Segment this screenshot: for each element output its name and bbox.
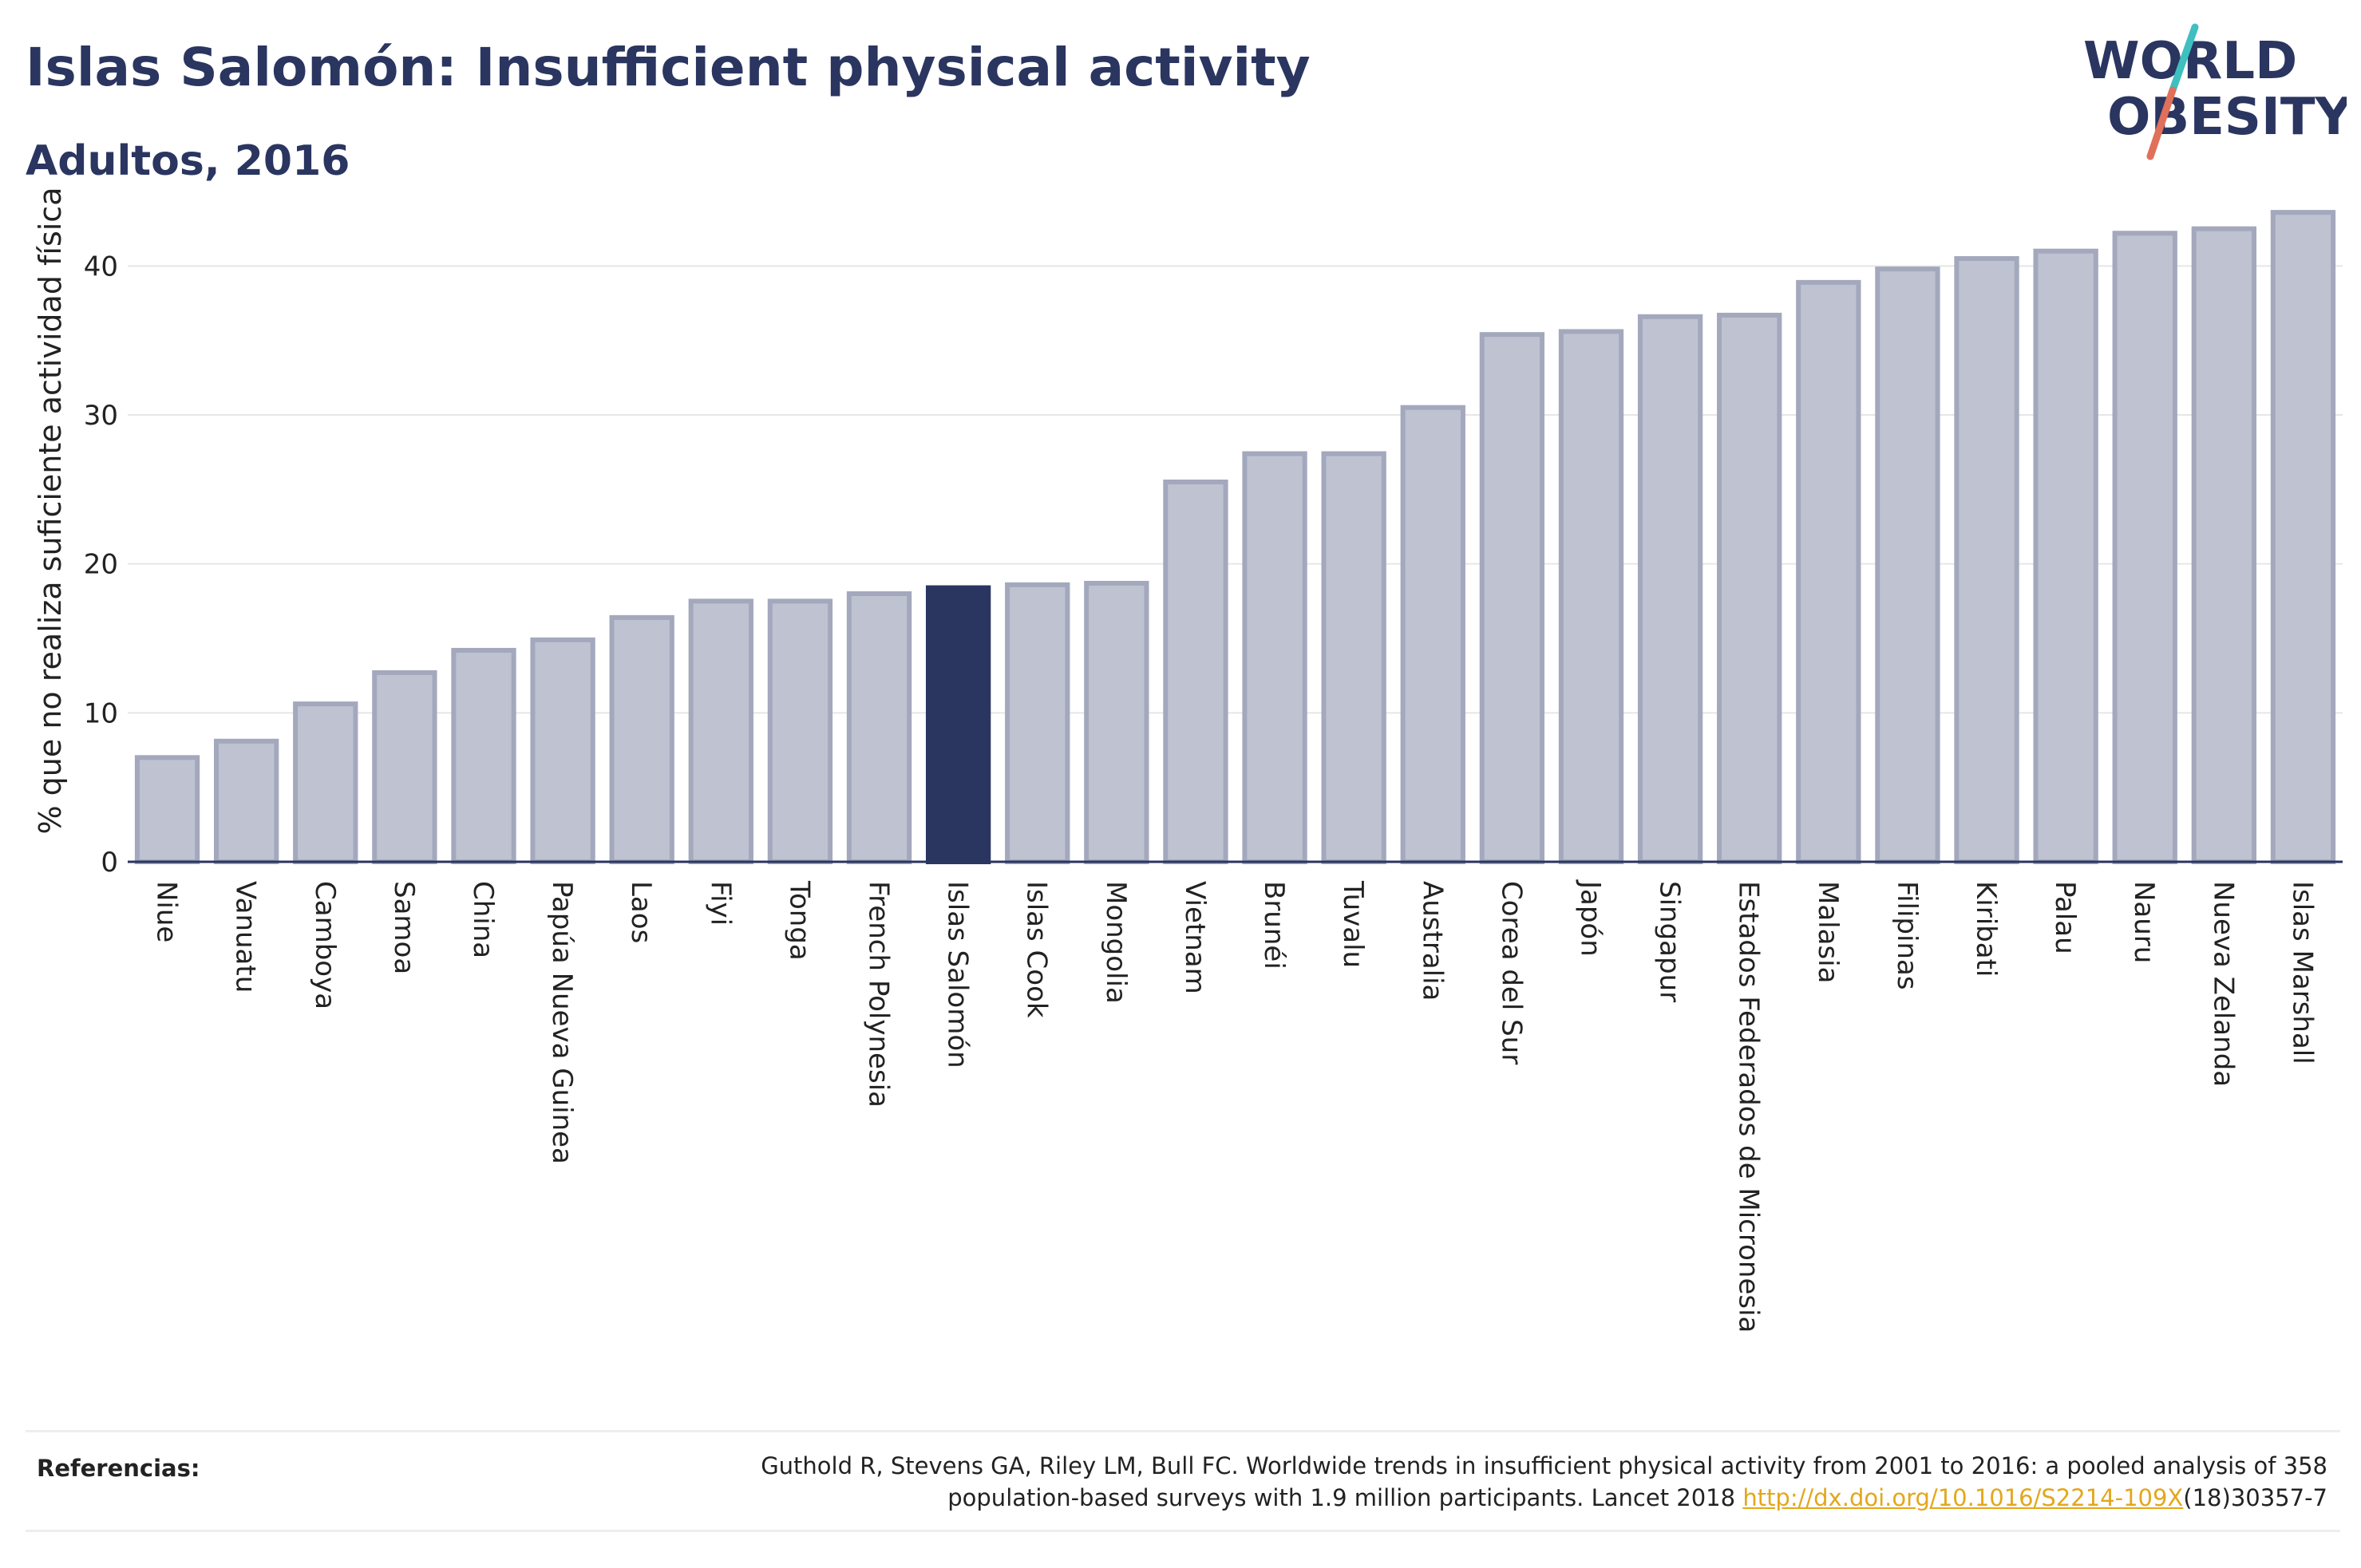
bar-samoa [372,669,437,865]
bar-filipinas [1875,267,1940,865]
y-tick-label: 40 [84,251,118,282]
bar-papua-nueva-guinea [530,637,595,864]
x-tick-label: Palau [2049,881,2081,954]
x-tick-label: Tuvalu [1337,880,1369,968]
references-label: Referencias: [37,1455,200,1482]
y-axis-title: % que no realiza suficiente actividad fí… [33,188,68,835]
logo-obesity-text: OBESITY [2107,88,2347,147]
bar-tonga [767,598,833,864]
x-tick-label: Papúa Nueva Guinea [546,881,578,1164]
x-tick-label: Samoa [388,881,420,974]
references-text: Guthold R, Stevens GA, Riley LM, Bull FC… [492,1450,2327,1514]
bar-niue [134,755,200,864]
logo-slash-bottom [2146,86,2177,160]
bar-islas-salomon [925,585,991,864]
bar-camboya [293,701,358,865]
x-tick-label: Mongolia [1100,881,1132,1004]
x-tick-label: French Polynesia [863,881,895,1108]
bar-laos [609,614,674,864]
bar-nueva-zelanda [2191,226,2256,864]
chart-subtitle: Adultos, 2016 [26,137,350,185]
bar-kiribati [1954,256,2019,864]
x-tick-label: Islas Salomón [942,881,974,1068]
bar-japon [1558,329,1624,864]
x-tick-label: Filipinas [1891,881,1923,990]
x-tick-label: Kiribati [1970,881,2002,977]
x-tick-label: Niue [151,881,183,942]
y-tick-label: 10 [84,697,118,729]
x-tick-label: Islas Cook [1021,881,1053,1018]
x-tick-label: Fiyi [704,881,736,926]
x-tick-label: Nauru [2128,881,2160,963]
bar-singapur [1637,314,1703,864]
bar-china [451,647,516,865]
bar-chart: 0 10 20 30 40 Niue Vanuatu Camboya Samoa China Pap… [33,188,2343,1333]
logo-slash-top [2169,23,2199,94]
bar-tuvalu [1321,451,1386,864]
world-obesity-logo: WORLD OBESITY [2083,23,2347,160]
x-tick-label: Nueva Zelanda [2207,881,2239,1087]
bar-corea-del-sur [1479,332,1545,864]
x-tick-label: Malasia [1812,881,1844,983]
x-tick-label: China [467,881,499,958]
y-tick-label: 0 [101,847,118,879]
x-tick-label: Vietnam [1179,881,1211,994]
reference-line-2-prefix: population-based surveys with 1.9 millio… [947,1484,1743,1511]
bar-french-polynesia [846,591,912,864]
bar-malasia [1796,279,1861,865]
x-tick-label: Australia [1416,881,1448,1001]
x-tick-label: Camboya [309,881,341,1009]
bar-brunei [1242,451,1307,864]
bar-australia [1400,405,1465,864]
bar-fiyi [688,598,753,864]
x-tick-label: Corea del Sur [1495,881,1527,1064]
bar-islas-cook [1005,582,1070,864]
reference-line-1: Guthold R, Stevens GA, Riley LM, Bull FC… [761,1452,2327,1479]
x-tick-label: Brunéi [1258,881,1290,970]
bar-nauru [2112,231,2177,864]
references-box: Referencias: Guthold R, Stevens GA, Rile… [26,1430,2340,1532]
x-tick-label: Laos [625,881,657,943]
reference-line-2-suffix: (18)30357-7 [2183,1484,2327,1511]
x-tick-label: Islas Marshall [2286,881,2318,1064]
x-tick-label: Singapur [1654,881,1686,1002]
bar-vanuatu [214,738,279,864]
x-tick-label: Japón [1574,879,1606,957]
chart-title: Islas Salomón: Insufficient physical act… [26,37,1311,98]
bar-estados-federados-de-micronesia [1717,312,1782,864]
bar-vietnam [1163,480,1228,864]
x-tick-label: Vanuatu [230,881,262,993]
bar-mongolia [1084,580,1149,865]
y-tick-label: 20 [84,549,118,581]
bar-palau [2033,248,2098,864]
x-tick-label: Tonga [783,880,815,961]
x-tick-label: Estados Federados de Micronesia [1733,881,1765,1333]
reference-doi-link[interactable]: http://dx.doi.org/10.1016/S2214-109X [1742,1484,2184,1511]
y-tick-label: 30 [84,400,118,432]
bar-islas-marshall [2270,210,2336,864]
